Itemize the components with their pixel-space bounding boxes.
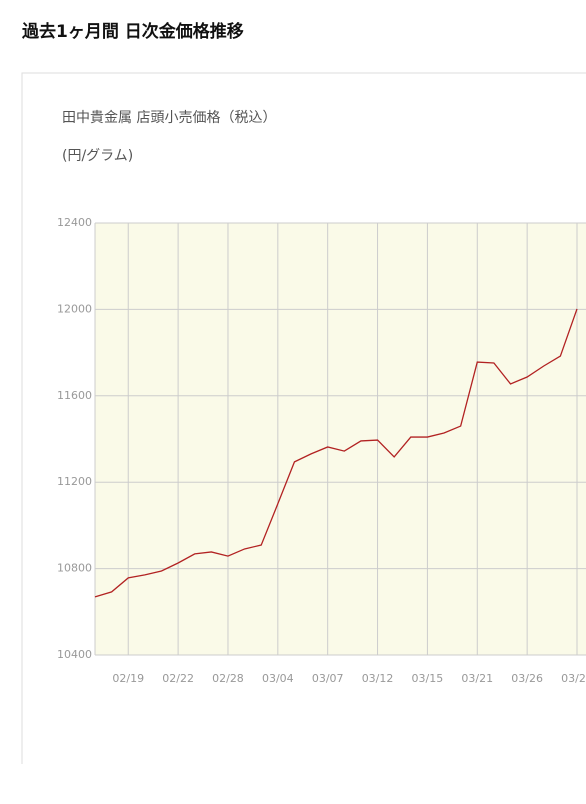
x-tick-label: 03/26 [511, 672, 543, 685]
x-tick-label: 03/12 [362, 672, 394, 685]
chart-subtitle: (円/グラム) [62, 148, 133, 164]
x-tick-label: 03/07 [312, 672, 344, 685]
y-tick-label: 12000 [57, 302, 92, 315]
x-tick-label: 02/19 [112, 672, 144, 685]
x-tick-label: 03/04 [262, 672, 294, 685]
y-tick-label: 10400 [57, 648, 92, 661]
y-tick-label: 10800 [57, 562, 92, 575]
plot-background [95, 223, 586, 655]
x-tick-label: 02/28 [212, 672, 244, 685]
y-tick-label: 11600 [57, 389, 92, 402]
x-tick-label: 02/22 [162, 672, 194, 685]
x-tick-label: 03/15 [412, 672, 444, 685]
x-tick-label: 03/21 [461, 672, 493, 685]
x-tick-label: 03/29 [561, 672, 586, 685]
card-border [21, 72, 586, 764]
y-tick-label: 12400 [57, 216, 92, 229]
chart-title: 田中貴金属 店頭小売価格（税込） [62, 110, 276, 126]
page-title: 過去1ヶ月間 日次金価格推移 [22, 21, 244, 42]
price-line [94, 308, 578, 598]
y-tick-label: 11200 [57, 475, 92, 488]
